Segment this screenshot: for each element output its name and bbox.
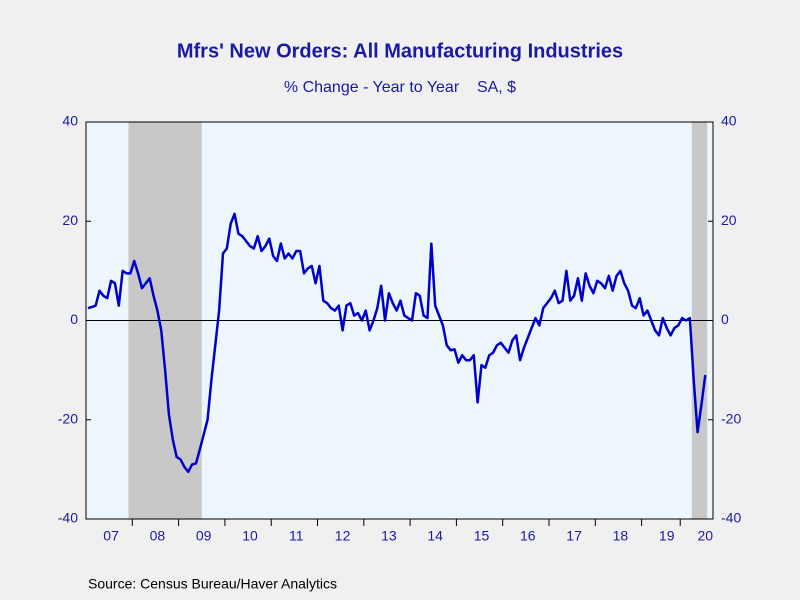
chart-title: Mfrs' New Orders: All Manufacturing Indu… [177, 40, 623, 62]
x-tick-label: 08 [150, 528, 166, 544]
x-tick-label: 12 [335, 528, 351, 544]
y-tick-label: 0 [70, 311, 78, 327]
x-tick-label: 09 [196, 528, 212, 544]
source: Source: Census Bureau/Haver Analytics [88, 576, 337, 592]
x-tick-label: 15 [474, 528, 490, 544]
x-tick-label: 16 [520, 528, 536, 544]
y2-tick-label: -40 [721, 510, 741, 526]
plot-frame [85, 121, 714, 520]
y-tick-label: 20 [62, 212, 78, 228]
y2-tick-label: 40 [721, 113, 737, 129]
data-line [87, 212, 707, 474]
chart-subtitle: % Change - Year to Year SA, $ [284, 79, 516, 96]
y-tick-label: -20 [58, 410, 78, 426]
y-tick-label: -40 [58, 510, 78, 526]
x-tick-label: 19 [659, 528, 675, 544]
y2-tick-label: 20 [721, 212, 737, 228]
x-tick-label: 13 [381, 528, 397, 544]
x-tick-label: 20 [697, 528, 713, 544]
x-tick-label: 11 [289, 528, 304, 544]
x-tick-label: 18 [613, 528, 629, 544]
x-tick-label: 10 [242, 528, 258, 544]
y-tick-label: 40 [62, 113, 78, 129]
y2-tick-label: -20 [721, 410, 741, 426]
x-tick-label: 07 [103, 528, 119, 544]
y2-tick-label: 0 [721, 311, 729, 327]
x-tick-label: 17 [566, 528, 582, 544]
x-tick-label: 14 [427, 528, 443, 544]
